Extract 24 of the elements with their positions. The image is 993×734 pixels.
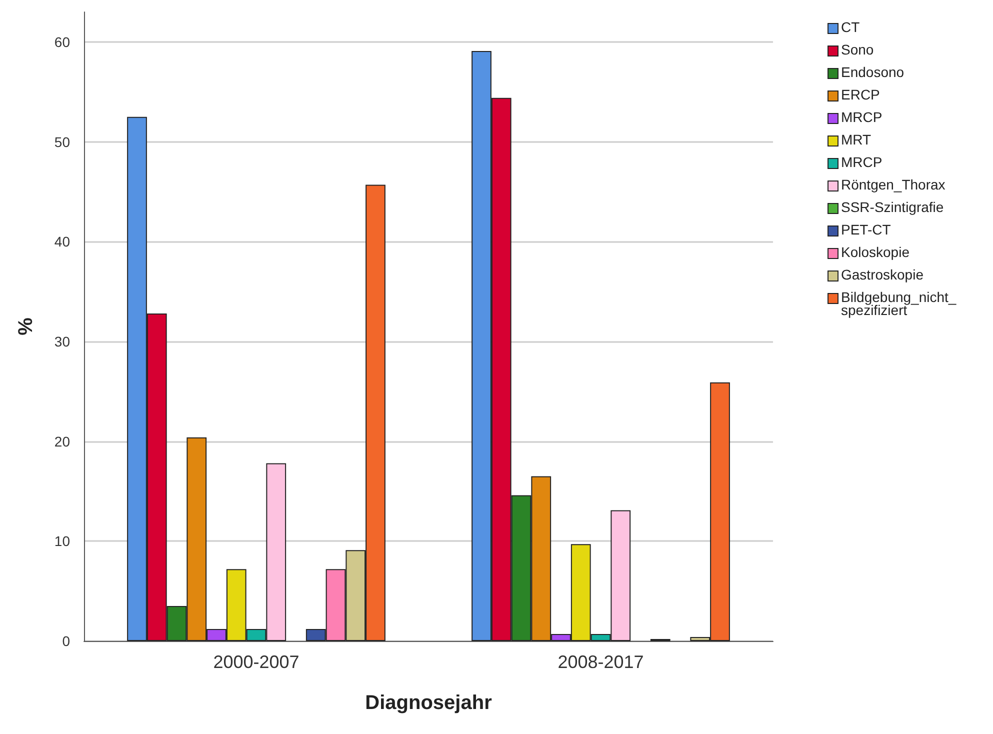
y-tick-label: 30	[54, 333, 70, 350]
legend-label: Röntgen_Thorax	[841, 176, 946, 192]
y-tick-label: 20	[54, 433, 70, 450]
legend-label: PET-CT	[841, 222, 892, 238]
legend-label: SSR-Szintigrafie	[841, 199, 944, 215]
y-tick-label: 60	[54, 34, 70, 50]
x-tick-label: 2008-2017	[558, 652, 644, 672]
x-axis-title: Diagnosejahr	[365, 692, 492, 714]
legend-label: Bildgebung_nicht_spezifiziert	[841, 289, 956, 318]
legend-label: Endosono	[841, 64, 904, 80]
y-tick-label: 40	[54, 234, 70, 250]
legend-label: ERCP	[841, 86, 880, 102]
x-tick-label: 2000-2007	[213, 652, 300, 672]
y-tick-label: 10	[54, 533, 70, 550]
legend-label: MRCP	[841, 154, 882, 170]
legend-label: Gastroskopie	[841, 266, 924, 282]
legend-label: MRCP	[841, 109, 882, 125]
legend-label: Koloskopie	[841, 244, 910, 260]
legend-label: MRT	[841, 132, 872, 148]
y-tick-label: 0	[62, 633, 70, 649]
y-axis-title: %	[15, 317, 37, 336]
y-tick-label: 50	[54, 134, 70, 150]
legend-label: Sono	[841, 42, 874, 58]
legend-label: CT	[841, 19, 860, 35]
